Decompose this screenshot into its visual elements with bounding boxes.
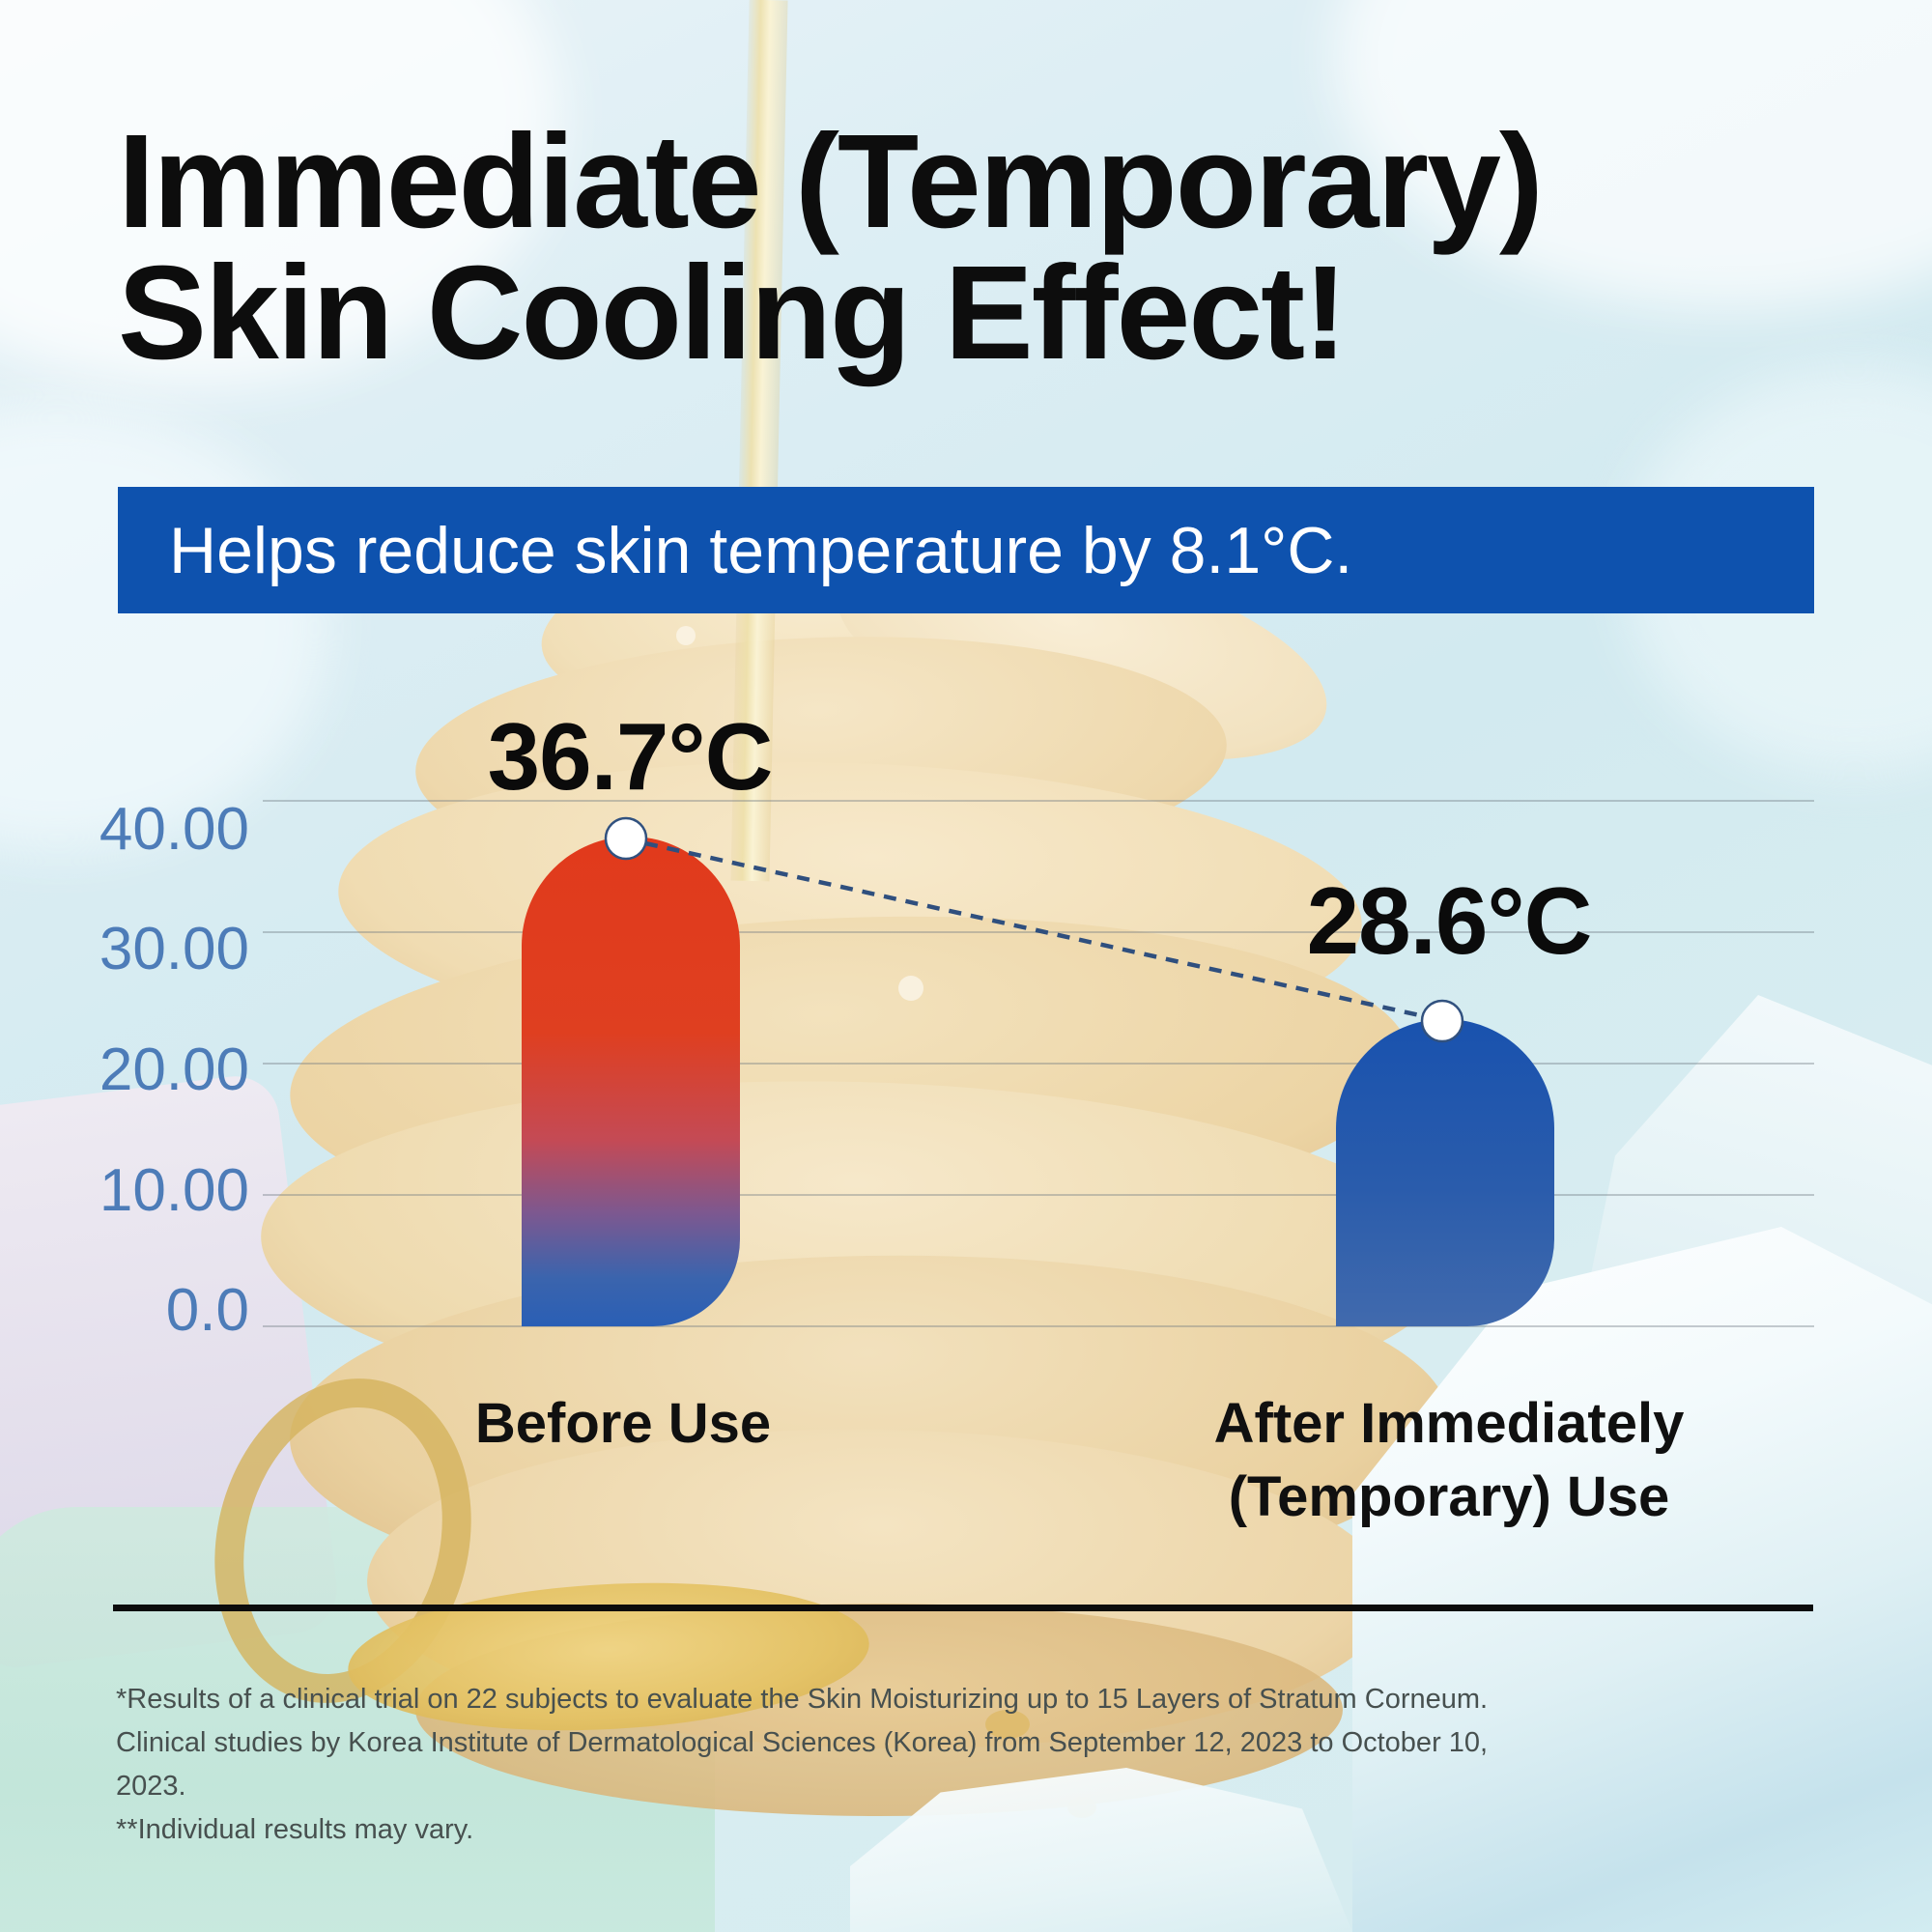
y-axis-tick-label: 30.00 [99,916,249,982]
highlight-banner: Helps reduce skin temperature by 8.1°C. [118,487,1814,613]
bar-category-label-after-line-2: (Temporary) Use [1228,1465,1670,1528]
footnote: *Results of a clinical trial on 22 subje… [116,1678,1855,1852]
footnote-line: **Individual results may vary. [116,1814,474,1845]
liquid-droplet [985,1710,1030,1739]
gridline-10 [263,1194,1814,1196]
bar-before-use [522,837,740,1326]
footnote-line: Clinical studies by Korea Institute of D… [116,1727,1489,1758]
y-axis-tick-label: 20.00 [99,1037,249,1103]
bar-value-label-before: 36.7°C [487,703,774,810]
bar-after-use [1336,1019,1554,1326]
background-ice-glow-mid-left [0,406,328,850]
bar-category-label-before: Before Use [474,1392,772,1455]
gridline-20 [263,1063,1814,1065]
water-droplet [898,976,923,1001]
y-axis-tick-label: 0.0 [165,1277,249,1344]
footnote-line: 2023. [116,1771,186,1802]
page-title: Immediate (Temporary) Skin Cooling Effec… [118,107,1544,387]
page-title-line-1: Immediate (Temporary) [118,107,1544,256]
bar-category-label-after-line-1: After Immediately [1213,1392,1685,1455]
banner-text: Helps reduce skin temperature by 8.1°C. [169,513,1353,587]
water-droplet [676,626,696,645]
bar-category-label-after: After Immediately (Temporary) Use [1130,1387,1768,1534]
gridline-40 [263,800,1814,802]
divider-rule [113,1605,1813,1611]
y-axis-tick-label: 10.00 [99,1157,249,1224]
bar-value-label-after: 28.6°C [1306,867,1593,974]
y-axis-tick-label: 40.00 [99,796,249,863]
footnote-line: *Results of a clinical trial on 22 subje… [116,1684,1489,1715]
page-title-line-2: Skin Cooling Effect! [118,239,1348,387]
gridline-0 [263,1325,1814,1327]
